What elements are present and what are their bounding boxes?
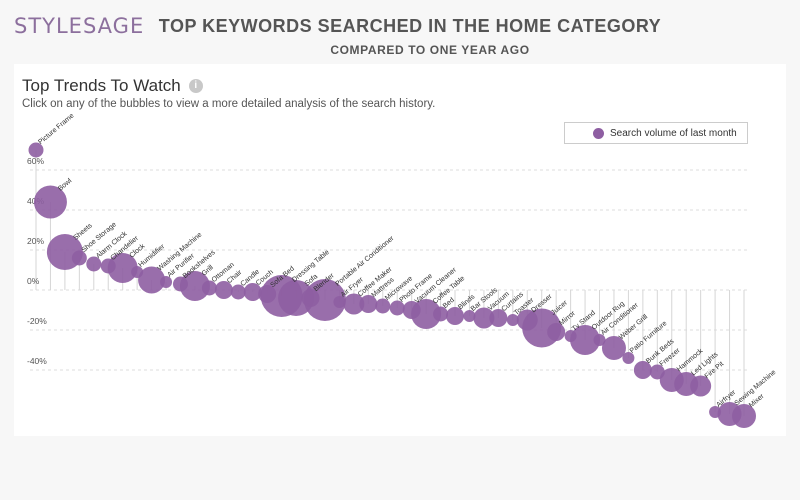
- y-tick-label: 20%: [27, 236, 44, 246]
- y-tick-label: -40%: [27, 356, 47, 366]
- section-heading: Top Trends To Watch i: [22, 76, 203, 96]
- bubble-point[interactable]: [690, 375, 712, 397]
- bubble-point[interactable]: [622, 352, 635, 364]
- bubble-label: Picture Frame: [37, 112, 75, 146]
- bubble-point[interactable]: [86, 256, 102, 272]
- bubble-point[interactable]: [489, 309, 508, 327]
- bubble-point[interactable]: [547, 323, 566, 341]
- legend-bubble-icon: [593, 127, 604, 139]
- legend-label: Search volume of last month: [610, 127, 737, 139]
- bubble-point[interactable]: [28, 142, 44, 158]
- bubble-label: Sheets: [72, 222, 94, 242]
- bubble-point[interactable]: [303, 279, 346, 321]
- bubble-point[interactable]: [601, 336, 626, 360]
- section-title-text: Top Trends To Watch: [22, 76, 181, 95]
- stylesage-logo: STYLESAGE: [14, 14, 145, 38]
- bubble-point[interactable]: [463, 310, 476, 322]
- bubble-point[interactable]: [732, 404, 756, 428]
- bubble-point[interactable]: [71, 250, 87, 266]
- bubble-point[interactable]: [243, 283, 262, 301]
- bubble-layer: [28, 142, 756, 428]
- bubble-label: Bowl: [57, 177, 73, 192]
- page-subtitle: COMPARED TO ONE YEAR AGO: [330, 43, 530, 57]
- bubble-point[interactable]: [33, 185, 67, 219]
- bubble-point[interactable]: [446, 307, 465, 325]
- bubble-point[interactable]: [160, 276, 173, 288]
- bubble-point[interactable]: [201, 280, 217, 296]
- page-title: TOP KEYWORDS SEARCHED IN THE HOME CATEGO…: [158, 16, 662, 36]
- bubble-point[interactable]: [633, 361, 652, 379]
- bubble-point[interactable]: [333, 296, 346, 308]
- bubble-point[interactable]: [214, 281, 233, 299]
- bubble-point[interactable]: [389, 300, 405, 316]
- instructions-text: Click on any of the bubbles to view a mo…: [22, 98, 436, 110]
- bubble-point[interactable]: [138, 266, 166, 294]
- bubble-point[interactable]: [433, 306, 449, 322]
- bubble-point[interactable]: [570, 325, 601, 355]
- bubble-point[interactable]: [343, 293, 365, 315]
- bubble-point[interactable]: [359, 295, 378, 313]
- info-icon[interactable]: i: [188, 79, 203, 93]
- y-tick-label: 60%: [27, 156, 44, 166]
- y-tick-label: -20%: [27, 316, 47, 326]
- bubble-point[interactable]: [278, 280, 315, 316]
- bubble-point[interactable]: [593, 334, 606, 346]
- bubble-point[interactable]: [375, 298, 391, 314]
- bubble-point[interactable]: [107, 253, 138, 283]
- bubble-point[interactable]: [179, 271, 210, 301]
- chart-legend[interactable]: Search volume of last month: [564, 122, 748, 144]
- bubble-point[interactable]: [411, 299, 442, 329]
- grid-layer: [30, 169, 750, 371]
- bubble-point[interactable]: [506, 314, 519, 326]
- bubble-point[interactable]: [230, 284, 246, 300]
- bubble-point[interactable]: [473, 307, 495, 329]
- y-tick-label: 0%: [27, 276, 40, 286]
